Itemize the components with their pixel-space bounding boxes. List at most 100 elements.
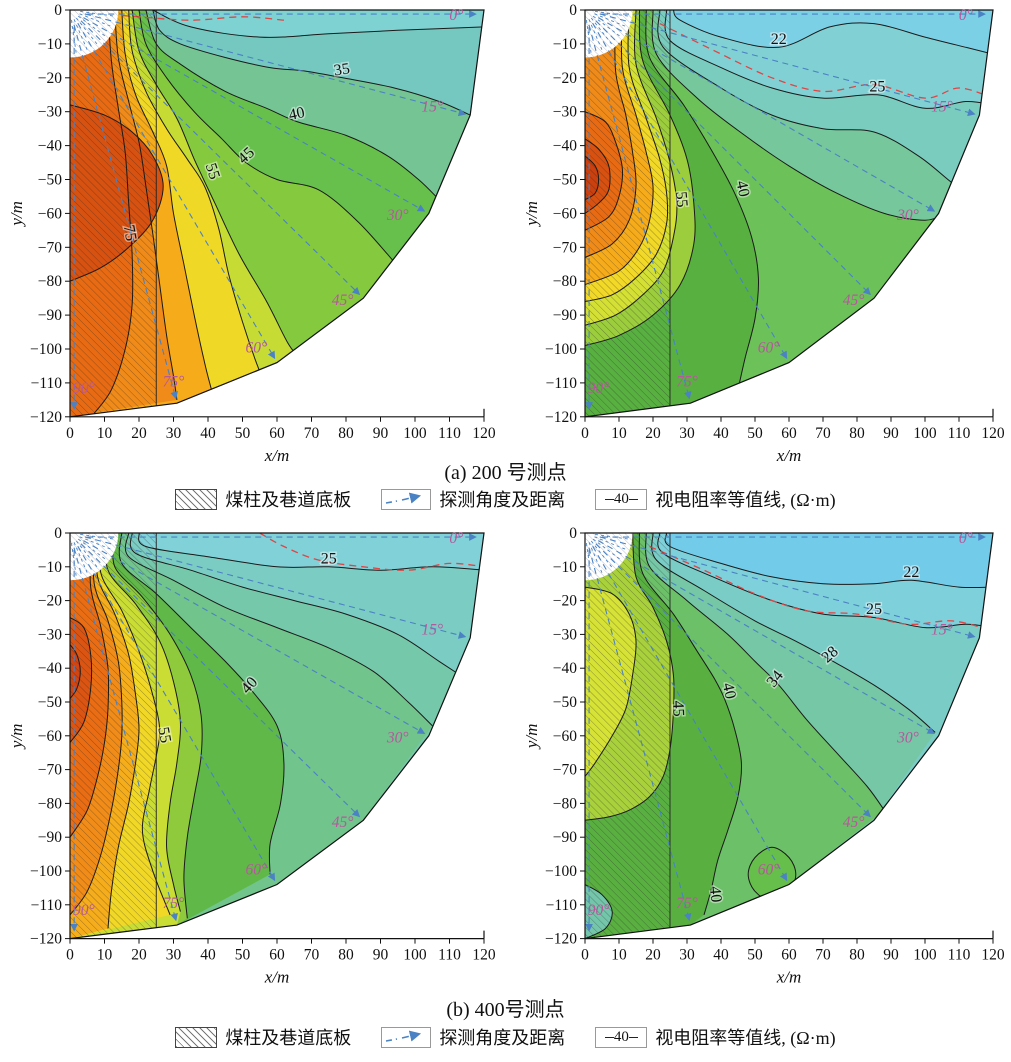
svg-text:90: 90 — [883, 425, 899, 442]
svg-text:50: 50 — [747, 947, 763, 964]
svg-text:0°: 0° — [959, 7, 973, 24]
svg-text:22: 22 — [771, 31, 787, 48]
svg-text:−10: −10 — [553, 559, 577, 576]
svg-text:40: 40 — [719, 681, 739, 700]
svg-text:75°: 75° — [163, 895, 185, 912]
svg-text:55: 55 — [202, 161, 223, 181]
svg-text:0: 0 — [54, 525, 62, 542]
svg-text:x/m: x/m — [776, 968, 802, 987]
svg-text:40: 40 — [287, 104, 306, 124]
detect-angle-arrow-icon — [381, 1026, 432, 1048]
svg-text:80: 80 — [338, 947, 354, 964]
svg-text:80: 80 — [338, 425, 354, 442]
legend-coal-label: 煤柱及巷道底板 — [225, 1028, 352, 1048]
svg-text:−50: −50 — [38, 694, 62, 711]
svg-text:x/m: x/m — [776, 446, 802, 465]
detect-angle-arrow-icon — [381, 488, 432, 510]
svg-text:20: 20 — [645, 947, 661, 964]
svg-text:50: 50 — [235, 947, 251, 964]
svg-text:x/m: x/m — [264, 968, 290, 987]
svg-text:−10: −10 — [553, 36, 577, 53]
svg-text:0: 0 — [66, 947, 74, 964]
svg-text:−20: −20 — [38, 593, 62, 610]
svg-text:−40: −40 — [553, 138, 577, 155]
svg-text:−70: −70 — [553, 239, 577, 256]
contour-plot-b-left: 0 10 20 30 40 50 60 70 80 90 100 110 120 0 −10 −20 −30 −4… — [7, 525, 496, 987]
svg-text:90: 90 — [883, 947, 899, 964]
svg-text:−30: −30 — [553, 104, 577, 121]
svg-text:−40: −40 — [38, 138, 62, 155]
caption-a: (a) 200 号测点 — [0, 456, 1011, 485]
svg-text:−50: −50 — [553, 694, 577, 711]
svg-text:50: 50 — [235, 425, 251, 442]
svg-text:20: 20 — [131, 425, 147, 442]
contour-plot-a-left: 0 10 20 30 40 50 60 70 80 90 100 110 120 0 −10 −20 −30 −4… — [7, 2, 496, 465]
svg-text:75: 75 — [120, 224, 140, 243]
svg-text:−120: −120 — [30, 409, 62, 426]
svg-text:20: 20 — [131, 947, 147, 964]
svg-text:−120: −120 — [545, 931, 577, 948]
svg-text:60°: 60° — [758, 339, 780, 356]
svg-text:−100: −100 — [30, 341, 62, 358]
svg-text:15°: 15° — [421, 99, 443, 116]
svg-text:−10: −10 — [38, 36, 62, 53]
svg-text:−100: −100 — [545, 863, 577, 880]
legend-item-angle: 探测角度及距离 — [381, 486, 565, 512]
svg-text:40: 40 — [200, 947, 216, 964]
svg-text:−80: −80 — [553, 273, 577, 290]
svg-text:30°: 30° — [386, 207, 409, 224]
svg-text:−40: −40 — [38, 660, 62, 677]
svg-text:120: 120 — [472, 425, 496, 442]
svg-text:−20: −20 — [553, 70, 577, 87]
svg-text:90: 90 — [373, 425, 389, 442]
svg-text:90°: 90° — [588, 902, 610, 919]
svg-text:10: 10 — [611, 947, 627, 964]
svg-text:90°: 90° — [588, 380, 610, 397]
svg-text:−90: −90 — [38, 829, 62, 846]
svg-text:−110: −110 — [546, 375, 578, 392]
svg-text:0: 0 — [581, 425, 589, 442]
svg-text:30: 30 — [166, 947, 182, 964]
svg-text:30: 30 — [166, 425, 182, 442]
svg-text:−60: −60 — [38, 728, 62, 745]
svg-text:−50: −50 — [553, 172, 577, 189]
contour-line-symbol-icon: 40 — [595, 1026, 648, 1048]
svg-text:120: 120 — [472, 947, 496, 964]
svg-text:−120: −120 — [30, 931, 62, 948]
svg-text:−110: −110 — [546, 897, 578, 914]
caption-b-text: (b) 400号测点 — [446, 999, 565, 1021]
legend-item-coal: 煤柱及巷道底板 — [175, 1024, 351, 1050]
svg-text:−100: −100 — [545, 341, 577, 358]
contour-plot-b-right: 0 10 20 30 40 50 60 70 80 90 100 110 120 0 −10 −20 −30 −4… — [522, 525, 1005, 987]
svg-text:80: 80 — [849, 425, 865, 442]
svg-text:110: 110 — [438, 947, 461, 964]
svg-text:70: 70 — [815, 947, 831, 964]
svg-text:100: 100 — [403, 947, 427, 964]
svg-text:−90: −90 — [38, 307, 62, 324]
svg-text:10: 10 — [611, 425, 627, 442]
svg-text:0: 0 — [66, 425, 74, 442]
svg-text:100: 100 — [913, 425, 937, 442]
svg-text:120: 120 — [981, 947, 1005, 964]
svg-text:60°: 60° — [758, 861, 780, 878]
svg-text:75°: 75° — [163, 373, 185, 390]
svg-text:90°: 90° — [73, 380, 95, 397]
svg-text:60: 60 — [781, 425, 797, 442]
legend-row-a: 煤柱及巷道底板 探测角度及距离 40 视电阻率等值线, (Ω·m) — [0, 486, 1011, 512]
contour-plot-a-right: 0 10 20 30 40 50 60 70 80 90 100 110 120 0 −10 −20 −30 −4… — [522, 2, 1005, 465]
svg-text:22: 22 — [903, 564, 919, 581]
svg-text:0°: 0° — [449, 7, 463, 24]
svg-text:120: 120 — [981, 425, 1005, 442]
svg-text:100: 100 — [913, 947, 937, 964]
legend-item-contour: 40 视电阻率等值线, (Ω·m) — [595, 486, 836, 512]
legend-angle-label: 探测角度及距离 — [439, 490, 566, 510]
svg-text:0: 0 — [569, 525, 577, 542]
contour-line-symbol-icon: 40 — [595, 488, 648, 510]
svg-text:0: 0 — [569, 2, 577, 19]
legend-contour-label: 视电阻率等值线, (Ω·m) — [655, 490, 836, 510]
svg-text:y/m: y/m — [522, 201, 541, 228]
svg-text:−100: −100 — [30, 863, 62, 880]
svg-text:80: 80 — [849, 947, 865, 964]
svg-text:x/m: x/m — [264, 446, 290, 465]
